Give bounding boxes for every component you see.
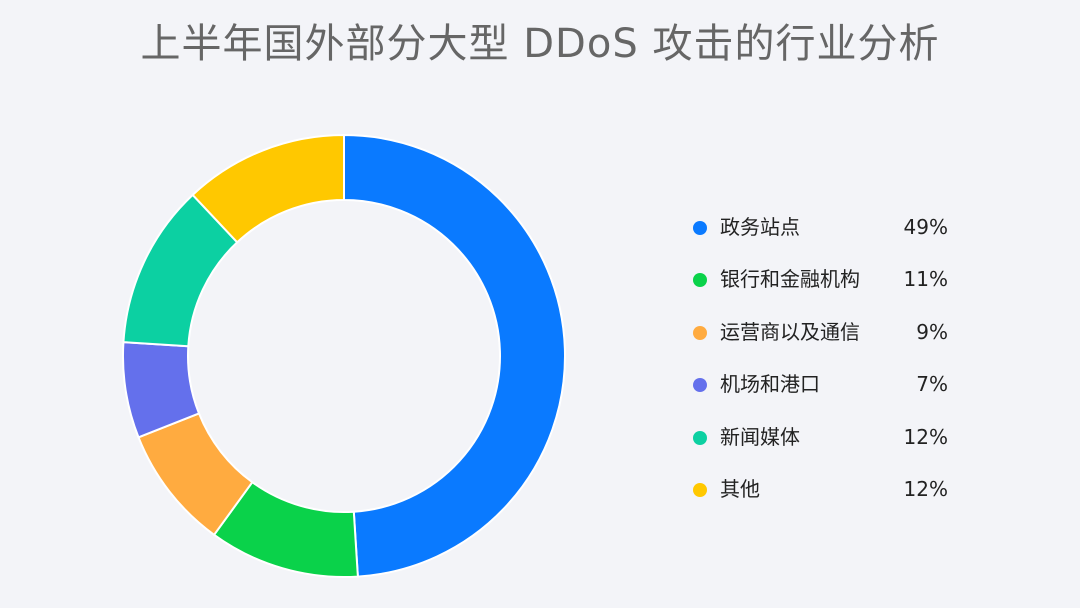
legend-value: 49% xyxy=(903,215,948,239)
donut-slice-5 xyxy=(191,134,345,244)
legend-value: 7% xyxy=(916,372,948,397)
chart-legend: 政务站点 49% 银行和金融机构 11% 运营商以及通信 9% 机场和港口 7% 新闻媒体 12%… xyxy=(690,206,950,520)
legend-item-5: 其他 12% xyxy=(690,468,950,520)
legend-label: 政务站点 xyxy=(720,215,800,239)
legend-label: 其他 xyxy=(720,476,760,501)
legend-label: 运营商以及通信 xyxy=(720,319,860,344)
legend-value: 9% xyxy=(916,319,948,344)
legend-item-3: 机场和港口 7% xyxy=(690,363,950,415)
legend-dot-icon xyxy=(693,430,707,445)
chart-title: 上半年国外部分大型 DDoS 攻击的行业分析 xyxy=(140,21,940,67)
legend-dot-icon xyxy=(693,273,707,288)
legend-value: 11% xyxy=(903,267,948,292)
legend-dot-icon xyxy=(693,221,707,235)
legend-dot-icon xyxy=(693,378,707,393)
donut-slice-0 xyxy=(343,134,567,578)
legend-item-4: 新闻媒体 12% xyxy=(690,416,950,468)
legend-value: 12% xyxy=(903,424,948,449)
legend-value: 12% xyxy=(903,476,948,501)
legend-label: 新闻媒体 xyxy=(720,424,800,449)
legend-dot-icon xyxy=(693,325,707,340)
legend-label: 银行和金融机构 xyxy=(720,267,860,292)
legend-label: 机场和港口 xyxy=(720,372,820,397)
legend-dot-icon xyxy=(693,482,707,497)
legend-item-1: 银行和金融机构 11% xyxy=(690,258,950,310)
legend-item-0: 政务站点 49% xyxy=(690,206,950,258)
legend-item-2: 运营商以及通信 9% xyxy=(690,311,950,363)
